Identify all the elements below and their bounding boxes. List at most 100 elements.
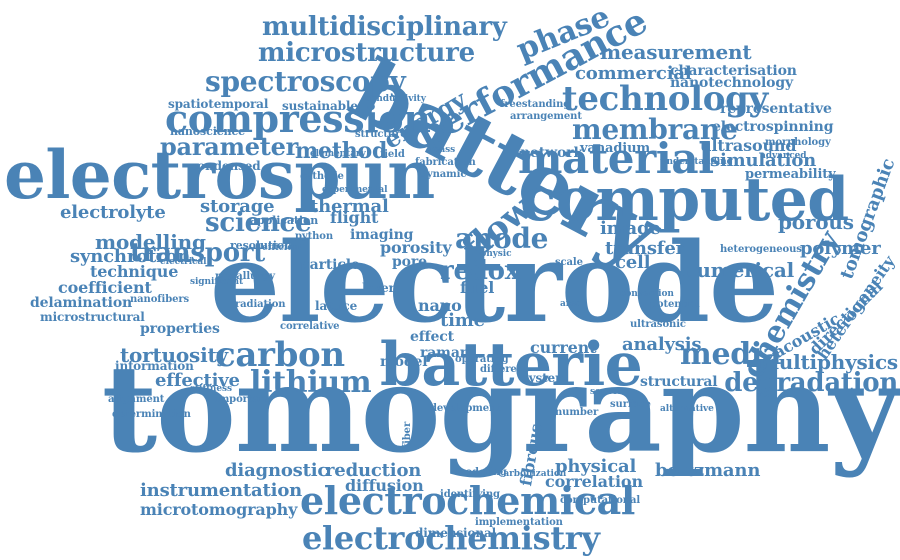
word-efficient: efficient <box>262 243 304 253</box>
word-polymer: polymer <box>800 238 881 259</box>
word-carbonization: carbonization <box>498 469 567 479</box>
word-porous: porous <box>778 210 854 234</box>
word-structural: structural <box>640 374 718 390</box>
word-correlative: correlative <box>280 321 340 332</box>
word-redox: redox <box>440 256 520 286</box>
word-electrochemical: electrochemical <box>300 478 635 523</box>
word-reduction: reduction <box>325 460 422 481</box>
word-correlation: correlation <box>545 472 643 491</box>
word-modelling: modelling <box>95 230 206 254</box>
word-condensed: condensed <box>190 159 261 173</box>
word-fuel: fuel <box>460 278 495 297</box>
word-fiber: fiber <box>402 421 414 449</box>
word-analysis: analysis <box>622 334 702 355</box>
word-identifying: identifying <box>440 489 500 500</box>
word-spectroscopy: spectroscopy <box>205 65 406 98</box>
word-commercial: commercial <box>575 63 692 84</box>
word-imaging: imaging <box>350 227 414 243</box>
word-multiphysics: multiphysics <box>757 350 898 374</box>
word-electrospun: electrospun <box>4 136 435 214</box>
word-media: media <box>680 337 782 372</box>
word-different: different <box>480 364 529 375</box>
word-understanding: understanding <box>660 157 733 167</box>
word-electrode: electrode <box>210 218 779 347</box>
word-sustainable: sustainable <box>282 99 358 113</box>
word-electrical: electrical <box>160 257 207 267</box>
word-permeability: permeability <box>745 167 836 182</box>
word-spatiotemporal: spatiotemporal <box>168 97 269 111</box>
word-network: network <box>520 145 584 161</box>
word-surface: surface <box>610 399 651 410</box>
word-raman: raman <box>420 345 470 361</box>
word-coefficient: coefficient <box>58 278 152 297</box>
word-stiffness: stiffness <box>190 384 232 394</box>
word-method: method <box>295 138 388 164</box>
word-fabrication: fabrication <box>415 157 476 168</box>
word-layer: layer <box>362 281 395 295</box>
word-conductivity: conductivity <box>365 94 426 104</box>
word-computed: computed <box>520 165 849 235</box>
word-batterie: batterie <box>380 330 643 400</box>
word-cell: cell <box>615 252 651 273</box>
word-number: number <box>555 407 599 418</box>
word-elementary: elementary <box>310 149 366 159</box>
word-scale: scale <box>555 257 583 268</box>
word-instrumentation: instrumentation <box>140 480 303 501</box>
word-ultrasound: ultrasound <box>700 136 797 155</box>
word-dynamic: dynamic <box>420 169 467 180</box>
word-cathode: cathode <box>300 171 344 182</box>
word-nanotechnology: nanotechnology <box>670 75 793 91</box>
word-diagnostic: diagnostic <box>225 460 329 481</box>
word-potential: potential <box>650 299 700 310</box>
word-determination: determination <box>112 409 191 420</box>
word-field: field <box>380 149 405 160</box>
word-porosity: porosity <box>380 238 452 257</box>
word-morphology: morphology <box>765 137 831 148</box>
word-boltzmann: boltzmann <box>655 460 761 481</box>
word-experimental: experimental <box>322 185 388 195</box>
word-development-visible: development <box>430 403 501 414</box>
word-sensor: sensor <box>590 387 623 397</box>
word-model: model <box>380 354 428 370</box>
word-nanoscience: nanoscience <box>170 125 246 138</box>
word-flight: flight <box>330 208 379 227</box>
word-numerical: numerical <box>682 258 795 282</box>
word-physical: physical <box>555 456 637 477</box>
word-operating: operating <box>455 354 509 365</box>
word-compression: compression <box>165 96 431 141</box>
word-pore: pore <box>392 254 427 270</box>
word-modeling: modeling <box>455 467 507 478</box>
word-computational: computational <box>560 495 641 506</box>
word-implementation: implementation <box>475 517 563 528</box>
word-storage: storage <box>200 196 275 217</box>
word-nano: nano <box>418 296 462 315</box>
word-material: material <box>518 134 714 183</box>
word-measurement: measurement <box>600 40 752 64</box>
word-ultrasonic: ultrasonic <box>630 319 686 330</box>
word-information: information <box>115 359 194 373</box>
word-degradation: degradation <box>724 368 898 398</box>
word-electrochemistry: electrochemistry <box>302 519 600 557</box>
word-electrospinning: electrospinning <box>712 119 834 135</box>
word-simulation: simulation <box>710 150 817 171</box>
word-application: application <box>250 214 319 227</box>
word-lithium: lithium <box>250 365 372 400</box>
word-nanofibers: nanofibers <box>130 294 190 305</box>
word-system: system <box>522 371 568 385</box>
word-membrane: membrane <box>572 113 738 146</box>
word-python: python <box>295 231 334 242</box>
word-microstructure: microstructure <box>258 38 475 68</box>
word-transfer: transfer <box>605 238 685 259</box>
word-multidisciplinary: multidisciplinary <box>262 12 507 42</box>
word-effect: effect <box>410 329 455 345</box>
word-technique: technique <box>90 262 179 281</box>
word-parameter: parameter <box>160 132 299 161</box>
word-particle: particle <box>300 257 360 273</box>
word-science: science <box>205 208 312 238</box>
word-characterisation: characterisation <box>670 63 797 79</box>
word-physic: physic <box>480 249 512 259</box>
word-anode: anode <box>455 222 549 255</box>
word-tortuosity: tortuosity <box>120 343 228 367</box>
word-effective: effective <box>155 370 240 391</box>
